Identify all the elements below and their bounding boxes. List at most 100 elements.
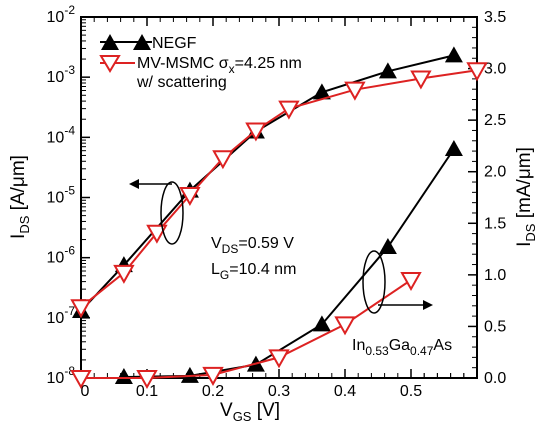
legend: NEGF MV-MSMC σx=4.25 nm w/ scattering <box>99 34 302 91</box>
x-tick-label: 0.2 <box>202 383 224 400</box>
series-point-msmc <box>146 224 168 244</box>
x-axis-title-main: V <box>220 400 233 421</box>
left-tick-base: 10 <box>47 370 65 387</box>
left-tick-base: 10 <box>47 129 65 146</box>
series-point-negf <box>312 83 331 100</box>
left-tick-exponent: -5 <box>64 184 75 198</box>
x-axis-title-unit: [V] <box>251 400 280 421</box>
left-tick-exponent: -8 <box>64 364 75 378</box>
series-point-negf <box>378 238 397 255</box>
material-ga-sub: 0.47 <box>410 344 434 358</box>
x-tick-label: 0.5 <box>400 383 422 400</box>
right-tick-label: 0.5 <box>484 318 506 335</box>
left-tick-label: 10-6 <box>47 244 76 267</box>
series-point-msmc <box>202 366 224 386</box>
series-point-negf <box>180 366 199 383</box>
left-tick-base: 10 <box>47 190 65 207</box>
series-point-negf <box>444 46 463 63</box>
left-axis-title-main: I <box>8 234 29 239</box>
material-in: In <box>352 337 365 354</box>
vds-annotation: VDS=0.59 V <box>211 235 294 256</box>
right-tick-label: 2.5 <box>484 112 506 129</box>
x-tick-label: 0.4 <box>334 383 356 400</box>
material-ga: Ga <box>389 337 410 354</box>
series-point-negf <box>444 140 463 157</box>
left-tick-label: 10-2 <box>47 3 76 26</box>
series-point-msmc <box>136 370 158 390</box>
right-axis-title-sub: DS <box>523 223 538 241</box>
left-tick-label: 10-3 <box>47 63 76 86</box>
left-tick-base: 10 <box>47 69 65 86</box>
right-tick-label: 1.0 <box>484 267 506 284</box>
right-tick-label: 2.0 <box>484 164 506 181</box>
vds-sub: DS <box>222 242 239 256</box>
x-axis-title: VGS [V] <box>220 400 280 424</box>
x-tick-label: 0.1 <box>136 383 158 400</box>
series-line-3 <box>81 279 412 379</box>
legend-negf-label: NEGF <box>152 35 197 52</box>
left-axis-indicator-arrowhead <box>129 179 139 189</box>
left-tick-base: 10 <box>47 310 65 327</box>
legend-msmc-text-b: =4.25 nm <box>235 55 302 72</box>
series-point-msmc <box>278 100 300 120</box>
series-point-negf <box>378 62 397 79</box>
right-axis-indicator-arrowhead <box>423 300 433 310</box>
lg-annotation: LG=10.4 nm <box>211 261 296 282</box>
left-axis-indicator-ellipse <box>160 181 184 245</box>
x-ticks: 0 0.1 0.2 0.3 0.4 0.5 <box>80 17 465 400</box>
series-point-msmc <box>70 299 92 319</box>
series-point-msmc <box>70 370 92 390</box>
series-point-msmc <box>410 70 432 90</box>
lg-value: =10.4 nm <box>229 261 296 278</box>
left-tick-label: 10-4 <box>47 123 76 146</box>
series-point-msmc <box>245 122 267 142</box>
right-axis-indicator-ellipse <box>362 250 386 314</box>
left-tick-exponent: -2 <box>64 3 75 17</box>
right-ticks: 0.0 0.5 1.0 1.5 2.0 2.5 3.0 3.5 <box>468 9 506 387</box>
left-tick-base: 10 <box>47 9 65 26</box>
legend-msmc-text-sub: x <box>229 62 235 76</box>
lg-sub: G <box>220 268 229 282</box>
series-point-msmc <box>212 150 234 170</box>
series-point-msmc <box>344 81 366 101</box>
vds-main: V <box>211 235 222 252</box>
right-axis-title: IDS [mA/μm] <box>514 147 538 247</box>
series-point-negf <box>114 367 133 384</box>
lg-main: L <box>211 261 220 278</box>
series-point-msmc <box>400 272 422 292</box>
x-tick-label: 0 <box>81 383 90 400</box>
material-as: As <box>433 337 452 354</box>
right-tick-label: 3.0 <box>484 61 506 78</box>
series-point-negf <box>312 315 331 332</box>
right-tick-label: 1.5 <box>484 215 506 232</box>
left-tick-base: 10 <box>47 250 65 267</box>
series-point-msmc <box>113 264 135 284</box>
vds-value: =0.59 V <box>238 235 294 252</box>
series-point-msmc <box>268 349 290 369</box>
x-tick-label: 0.3 <box>268 383 290 400</box>
legend-msmc-marker <box>99 55 121 73</box>
series-line-1 <box>80 69 478 308</box>
left-tick-label: 10-8 <box>47 364 76 387</box>
series-point-msmc <box>334 316 356 336</box>
right-axis-title-unit: [mA/μm] <box>514 147 535 223</box>
left-tick-exponent: -7 <box>64 304 75 318</box>
series-point-msmc <box>179 187 201 207</box>
left-axis-title: IDS [A/μm] <box>8 155 32 239</box>
right-tick-label: 0.0 <box>484 370 506 387</box>
left-tick-exponent: -3 <box>64 63 75 77</box>
series-point-msmc <box>466 62 488 82</box>
legend-msmc-text-a: MV-MSMC σ <box>137 55 229 72</box>
material-in-sub: 0.53 <box>365 344 389 358</box>
left-tick-exponent: -4 <box>64 123 75 137</box>
series-layer <box>70 46 488 390</box>
left-ticks: 10-810-710-610-510-410-310-2 <box>47 3 90 387</box>
legend-negf-marker-2 <box>133 34 151 50</box>
material-annotation: In0.53Ga0.47As <box>352 337 452 358</box>
right-axis-title-main: I <box>514 242 535 247</box>
legend-msmc-label-2: w/ scattering <box>136 74 227 91</box>
legend-negf-marker <box>101 34 119 50</box>
left-tick-exponent: -6 <box>64 244 75 258</box>
left-tick-label: 10-5 <box>47 184 76 207</box>
